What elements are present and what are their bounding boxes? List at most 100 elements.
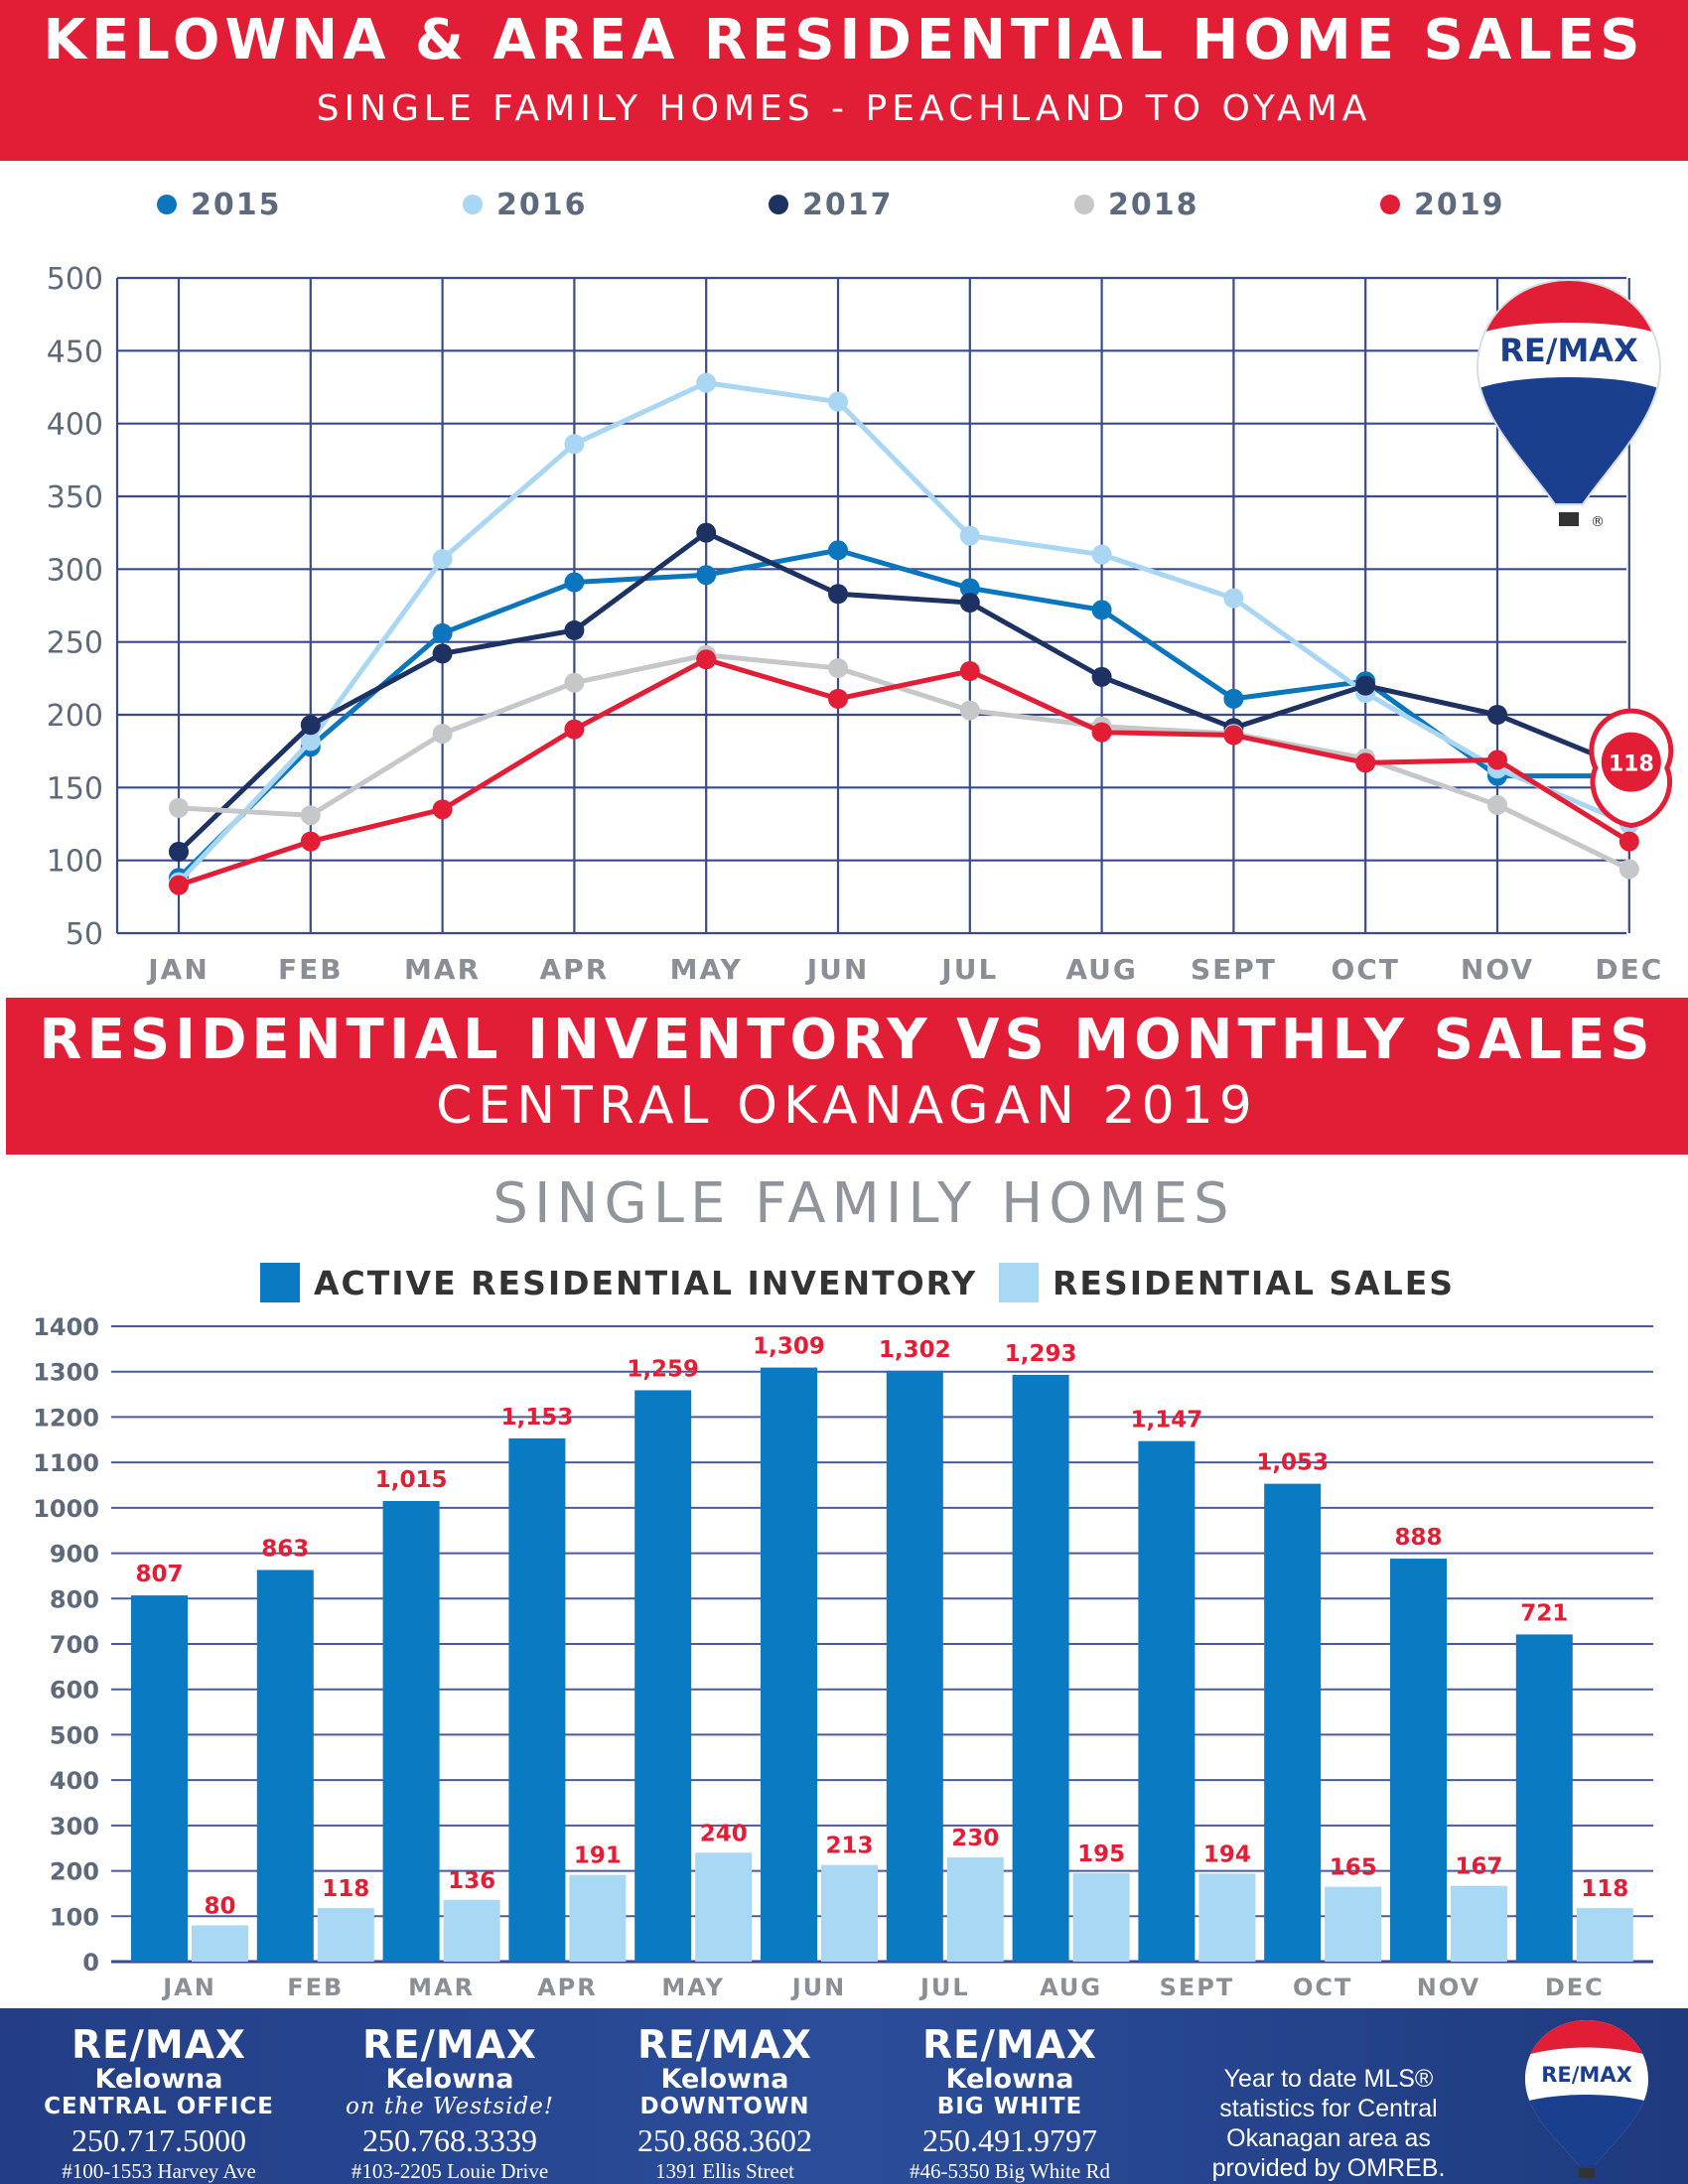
data-label-sales: 213 <box>825 1834 873 1859</box>
x-tick-label: MAY <box>670 953 743 986</box>
footer-balloon-logo: RE/MAX <box>1525 2020 1648 2178</box>
office-phone[interactable]: 250.868.3602 <box>637 2122 812 2158</box>
office-address: #103-2205 Louie Drive <box>351 2159 549 2183</box>
section-banner: RESIDENTIAL INVENTORY VS MONTHLY SALES C… <box>6 998 1688 1155</box>
series-line-2015 <box>177 547 1629 881</box>
bar-inventory <box>256 1570 314 1962</box>
data-point-2018 <box>959 700 980 721</box>
footer: RE/MAX Kelowna CENTRAL OFFICE 250.717.50… <box>0 2008 1688 2184</box>
data-point-2016 <box>696 372 717 393</box>
office-name: BIG WHITE <box>936 2094 1083 2119</box>
data-point-2016 <box>959 525 980 546</box>
data-point-2015 <box>1091 600 1112 620</box>
bar-sales <box>569 1874 627 1962</box>
bar-chart-x-ticks: JAN FEB MAR APR MAY JUN JUL AUG SEPT OCT NOV DEC <box>161 1974 1603 2001</box>
data-point-2015 <box>564 572 585 593</box>
data-label-sales: 118 <box>1581 1876 1628 1902</box>
data-point-2017 <box>564 619 585 640</box>
data-label-sales: 136 <box>448 1868 495 1894</box>
office-brand: RE/MAX <box>362 2023 537 2068</box>
x-tick-label: OCT <box>1331 953 1399 986</box>
office-name: on the Westside! <box>345 2094 555 2119</box>
y-tick-label: 900 <box>50 1541 99 1569</box>
x-tick-label: SEPT <box>1160 1974 1235 2001</box>
y-tick-label: 200 <box>50 1858 99 1886</box>
data-point-2019 <box>1355 752 1376 773</box>
bar-sales <box>1451 1885 1507 1962</box>
y-tick-label: 50 <box>66 917 103 952</box>
office-brand: RE/MAX <box>637 2023 812 2068</box>
top-banner: KELOWNA & AREA RESIDENTIAL HOME SALES SI… <box>0 0 1688 161</box>
y-tick-label: 700 <box>50 1631 99 1659</box>
x-tick-label: APR <box>537 1974 598 2001</box>
y-tick-label: 1400 <box>33 1313 99 1341</box>
legend-label-inventory: ACTIVE RESIDENTIAL INVENTORY <box>314 1263 978 1302</box>
data-label-inventory: 1,309 <box>753 1334 825 1360</box>
x-tick-label: FEB <box>287 1974 344 2001</box>
x-tick-label: OCT <box>1293 1974 1352 2001</box>
bar-inventory <box>1138 1440 1196 1962</box>
data-label-inventory: 807 <box>135 1562 183 1587</box>
pin-label: 118 <box>1609 752 1654 777</box>
x-tick-label: MAY <box>661 1974 725 2001</box>
office-address: #46-5350 Big White Rd <box>909 2159 1111 2183</box>
data-label-inventory: 1,302 <box>879 1337 951 1363</box>
series-line-2019 <box>178 656 1631 887</box>
y-tick-label: 300 <box>50 1813 99 1841</box>
y-tick-label: 0 <box>82 1949 99 1977</box>
data-label-sales: 195 <box>1077 1842 1125 1867</box>
data-point-2017 <box>696 522 717 543</box>
y-tick-label: 100 <box>47 845 103 880</box>
office-city: Kelowna <box>94 2064 223 2095</box>
data-point-2019 <box>169 875 189 895</box>
x-tick-label: DEC <box>1595 953 1663 986</box>
data-label-inventory: 863 <box>261 1536 309 1562</box>
data-point-2019 <box>1618 831 1639 852</box>
data-label-inventory: 1,153 <box>501 1405 574 1431</box>
data-point-2019 <box>1091 722 1112 743</box>
data-label-inventory: 1,147 <box>1131 1408 1203 1433</box>
y-tick-label: 1100 <box>33 1449 99 1477</box>
office-brand: RE/MAX <box>922 2023 1097 2068</box>
section-subtitle: CENTRAL OKANAGAN 2019 <box>436 1076 1258 1136</box>
data-point-2015 <box>828 540 848 561</box>
data-point-2016 <box>300 731 321 751</box>
y-tick-label: 1000 <box>33 1495 99 1523</box>
bar-sales <box>1576 1908 1633 1962</box>
bar-inventory <box>131 1595 188 1962</box>
data-point-2019 <box>564 719 585 740</box>
office-downtown: RE/MAX Kelowna DOWNTOWN 250.868.3602 139… <box>586 2023 864 2184</box>
bar-inventory <box>761 1367 817 1962</box>
balloon-logo-text: RE/MAX <box>1499 332 1638 369</box>
bar-inventory <box>1264 1483 1322 1962</box>
data-point-2019 <box>696 649 717 670</box>
series-2017 <box>169 522 1639 862</box>
office-address: 1391 Ellis Street <box>655 2159 794 2183</box>
data-point-2018 <box>432 724 453 745</box>
data-point-2016 <box>1223 588 1244 609</box>
legend-label-sales: RESIDENTIAL SALES <box>1053 1263 1456 1302</box>
legend-item-sales: RESIDENTIAL SALES <box>999 1261 1455 1304</box>
data-point-2018 <box>300 805 321 826</box>
x-tick-label: JUL <box>918 1974 970 2001</box>
office-big-white: RE/MAX Kelowna BIG WHITE 250.491.9797 #4… <box>871 2023 1149 2184</box>
data-point-2017 <box>1355 675 1376 696</box>
office-phone[interactable]: 250.717.5000 <box>71 2122 246 2158</box>
data-label-sales: 230 <box>951 1826 999 1851</box>
data-point-2017 <box>1487 705 1507 725</box>
bar-chart-bars: 807 80 863 118 1,015 136 1,153 191 1,259 240 1,309… <box>131 1334 1633 1962</box>
office-phone[interactable]: 250.768.3339 <box>362 2122 537 2158</box>
data-point-2019 <box>959 661 980 681</box>
data-label-sales: 194 <box>1203 1842 1251 1867</box>
remax-balloon-logo: RE/MAX ® <box>1476 278 1662 530</box>
x-tick-label: APR <box>540 953 610 986</box>
office-phone[interactable]: 250.491.9797 <box>922 2122 1097 2158</box>
data-point-2019 <box>1223 725 1244 746</box>
y-tick-label: 200 <box>47 699 103 734</box>
data-point-2017 <box>300 715 321 736</box>
data-label-inventory: 1,053 <box>1256 1450 1329 1476</box>
data-label-sales: 118 <box>322 1876 369 1902</box>
y-tick-label: 100 <box>50 1903 99 1931</box>
data-point-2017 <box>828 584 848 605</box>
bar-sales <box>1072 1872 1130 1962</box>
